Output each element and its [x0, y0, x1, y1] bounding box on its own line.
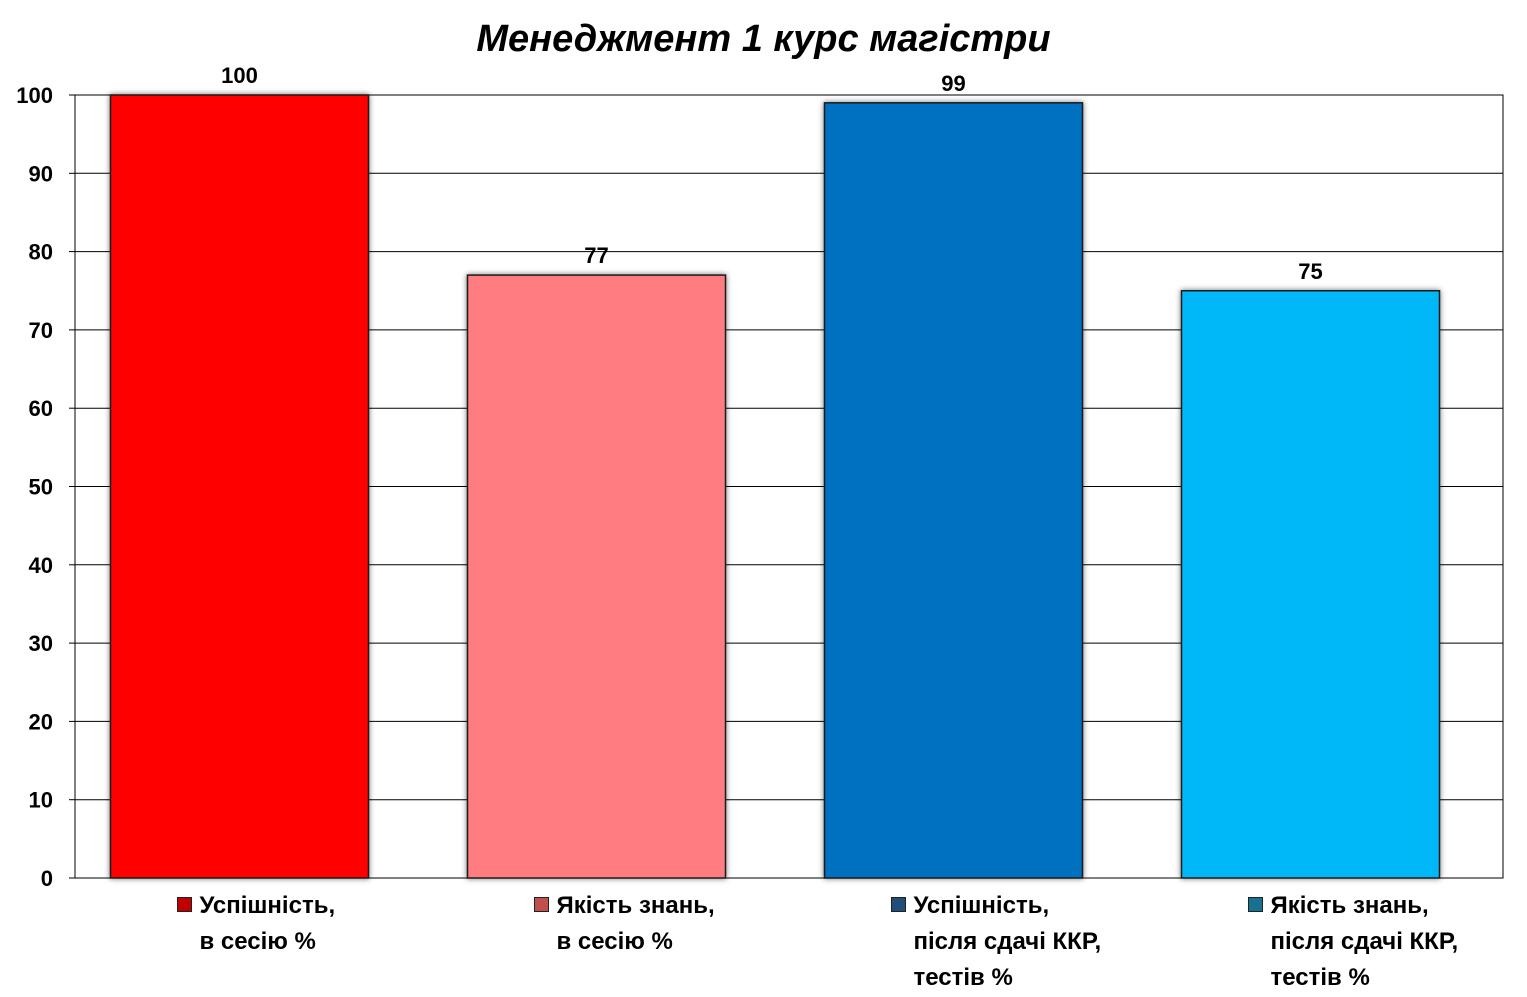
- bars: [109, 94, 1441, 879]
- y-tick-label: 20: [29, 709, 53, 734]
- data-labels: 100 77 99 75: [221, 63, 1323, 284]
- legend-label: Якість знань, в сесію %: [556, 892, 715, 955]
- y-tick-label: 30: [29, 631, 53, 656]
- legend-swatch: [533, 897, 549, 912]
- legend-swatch: [890, 897, 906, 912]
- y-tick-label: 70: [29, 318, 53, 343]
- y-tick-label: 40: [29, 553, 53, 578]
- legend-item: Якість знань, після сдачі ККР, тестів %: [1247, 888, 1459, 996]
- data-label: 75: [1298, 259, 1322, 284]
- data-label: 99: [941, 71, 965, 96]
- bar: [823, 102, 1084, 879]
- data-label: 100: [221, 63, 258, 88]
- y-axis-ticks: 0 10 20 30 40 50 60 70 80 90 100: [16, 83, 75, 891]
- y-tick-label: 100: [16, 83, 53, 108]
- y-tick-label: 0: [41, 866, 53, 891]
- legend-item: Якість знань, в сесію %: [533, 888, 715, 960]
- y-tick-label: 50: [29, 475, 53, 500]
- legend-label: Успішність, в сесію %: [199, 892, 336, 955]
- legend-item: Успішність, після сдачі ККР, тестів %: [890, 888, 1102, 996]
- bar: [1180, 290, 1441, 879]
- chart-title: Менеджмент 1 курс магістри: [476, 18, 1051, 60]
- legend-label: Успішність, після сдачі ККР, тестів %: [913, 892, 1102, 991]
- data-label: 77: [584, 243, 608, 268]
- legend-label: Якість знань, після сдачі ККР, тестів %: [1270, 892, 1459, 991]
- legend-swatch: [1247, 897, 1263, 912]
- y-tick-label: 10: [29, 788, 53, 813]
- y-tick-label: 90: [29, 161, 53, 186]
- legend-item: Успішність, в сесію %: [176, 888, 336, 960]
- bar: [466, 274, 727, 879]
- y-tick-label: 60: [29, 396, 53, 421]
- y-tick-label: 80: [29, 240, 53, 265]
- bar: [109, 94, 370, 879]
- legend-swatch: [176, 897, 192, 912]
